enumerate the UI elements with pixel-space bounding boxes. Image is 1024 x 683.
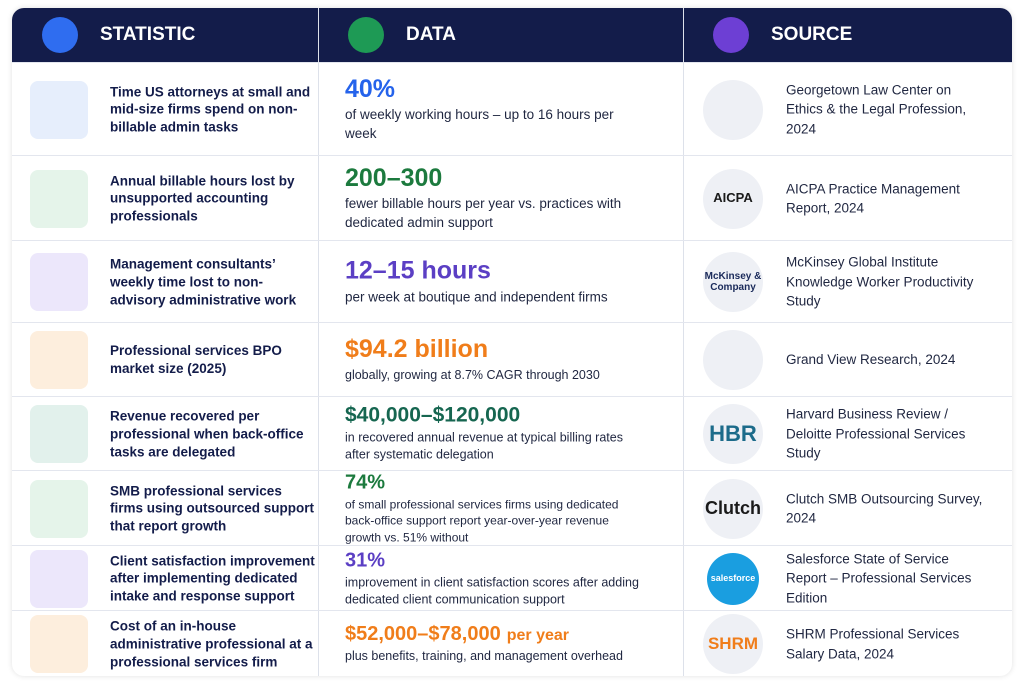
header-cell: STATISTIC xyxy=(12,8,195,62)
statistic: Professional services BPO market size (2… xyxy=(110,343,282,376)
source: Clutch SMB Outsourcing Survey, 2024 xyxy=(786,490,983,526)
figure: 200–300 xyxy=(345,163,645,193)
data-cell: 31% improvement in client satisfaction sc… xyxy=(345,549,645,609)
figure: 31% xyxy=(345,549,645,571)
row-icon xyxy=(30,479,88,538)
source-logo: SHRM xyxy=(703,614,763,674)
statistic: Annual billable hours lost by unsupporte… xyxy=(110,172,295,224)
row-icon xyxy=(30,169,88,228)
figure-value: $94.2 billion xyxy=(345,335,489,364)
table-row: Professional services BPO market size (2… xyxy=(12,322,1012,397)
table-row: Annual billable hours lost by unsupporte… xyxy=(12,155,1012,241)
source: SHRM Professional Services Salary Data, … xyxy=(786,626,960,661)
source-logo: McKinsey & Company xyxy=(703,252,763,312)
figure: 74% xyxy=(345,471,645,493)
row-icon xyxy=(30,549,88,608)
logo-text: salesforce xyxy=(710,572,756,583)
figure: $94.2 billion xyxy=(345,335,645,364)
source-logo xyxy=(703,79,763,140)
icon xyxy=(42,17,78,53)
icon xyxy=(713,17,749,53)
figure-value: $40,000–$120,000 xyxy=(345,403,521,427)
row-icon xyxy=(30,80,88,139)
table-row: Management consultants’ weekly time lost… xyxy=(12,240,1012,323)
data-cell: 40% of weekly working hours – up to 16 ho… xyxy=(345,74,645,144)
figure-value: $52,000–$78,000 xyxy=(345,622,501,645)
source-logo: salesforce xyxy=(707,552,759,605)
statistic: Cost of an in-house administrative profe… xyxy=(110,618,313,669)
header: STATISTIC DATA SOURCE xyxy=(12,8,1012,62)
figure-suffix: per year xyxy=(506,626,569,644)
description: plus benefits, training, and management … xyxy=(345,648,623,663)
row-icon xyxy=(30,331,88,389)
description: of weekly working hours – up to 16 hours… xyxy=(345,107,614,141)
header-cell: DATA xyxy=(318,8,456,62)
row-icon xyxy=(30,405,88,463)
data-cell: $52,000–$78,000 per year plus benefits, tr… xyxy=(345,623,645,665)
statistic: Management consultants’ weekly time lost… xyxy=(110,256,297,307)
source: Harvard Business Review / Deloitte Profe… xyxy=(786,406,966,461)
source-logo: Clutch xyxy=(703,478,763,539)
logo-text: Clutch xyxy=(705,497,761,518)
logo-text: SHRM xyxy=(707,633,759,653)
table-row: Client satisfaction improvement after im… xyxy=(12,545,1012,611)
statistic: SMB professional services firms using ou… xyxy=(110,482,315,534)
source-logo xyxy=(703,330,763,390)
column-title: DATA xyxy=(406,24,456,45)
header-cell: SOURCE xyxy=(683,8,852,62)
description: in recovered annual revenue at typical b… xyxy=(345,430,623,463)
data-cell: $94.2 billion globally, growing at 8.7% C… xyxy=(345,335,645,384)
figure: $52,000–$78,000 per year xyxy=(345,623,645,645)
source: Grand View Research, 2024 xyxy=(786,352,956,368)
logo-text: HBR xyxy=(709,420,757,446)
description: of small professional services firms usi… xyxy=(345,497,619,545)
icon xyxy=(348,17,384,53)
column-title: SOURCE xyxy=(771,24,853,45)
data-cell: 200–300 fewer billable hours per year vs.… xyxy=(345,163,645,233)
data-cell: $40,000–$120,000 in recovered annual reve… xyxy=(345,404,645,465)
source: Georgetown Law Center on Ethics & the Le… xyxy=(786,82,967,137)
figure: 12–15 hours xyxy=(345,257,645,285)
row-icon xyxy=(30,253,88,311)
figure-value: 31% xyxy=(345,548,386,571)
source: McKinsey Global Institute Knowledge Work… xyxy=(786,254,974,309)
figure: $40,000–$120,000 xyxy=(345,404,645,427)
statistic: Revenue recovered per professional when … xyxy=(110,408,304,459)
source: Salesforce State of Service Report – Pro… xyxy=(786,551,972,606)
description: improvement in client satisfaction score… xyxy=(345,574,639,606)
source-logo: HBR xyxy=(703,404,763,464)
table: STATISTIC DATA SOURCE Time US attorneys … xyxy=(12,8,1012,676)
table-row: Cost of an in-house administrative profe… xyxy=(12,610,1012,676)
logo-text: AICPA xyxy=(713,190,753,206)
logo-text: McKinsey & Company xyxy=(704,271,762,293)
description: per week at boutique and independent fir… xyxy=(345,288,608,304)
figure-value: 74% xyxy=(345,471,386,494)
figure-value: 40% xyxy=(345,74,396,103)
column-divider xyxy=(683,8,684,676)
statistic: Time US attorneys at small and mid-size … xyxy=(110,83,311,135)
figure: 40% xyxy=(345,74,645,104)
source: AICPA Practice Management Report, 2024 xyxy=(786,180,960,216)
column-title: STATISTIC xyxy=(100,24,196,45)
statistic: Client satisfaction improvement after im… xyxy=(110,552,315,604)
source-logo: AICPA xyxy=(703,168,763,229)
description: globally, growing at 8.7% CAGR through 2… xyxy=(345,367,600,382)
data-cell: 12–15 hours per week at boutique and inde… xyxy=(345,257,645,306)
figure-value: 200–300 xyxy=(345,163,443,192)
table-row: Time US attorneys at small and mid-size … xyxy=(12,62,1012,156)
figure-value: 12–15 hours xyxy=(345,256,491,285)
column-divider xyxy=(318,8,319,676)
row-icon xyxy=(30,615,88,673)
data-cell: 74% of small professional services firms … xyxy=(345,471,645,546)
description: fewer billable hours per year vs. practi… xyxy=(345,196,622,230)
table-row: Revenue recovered per professional when … xyxy=(12,396,1012,471)
table-row: SMB professional services firms using ou… xyxy=(12,470,1012,546)
